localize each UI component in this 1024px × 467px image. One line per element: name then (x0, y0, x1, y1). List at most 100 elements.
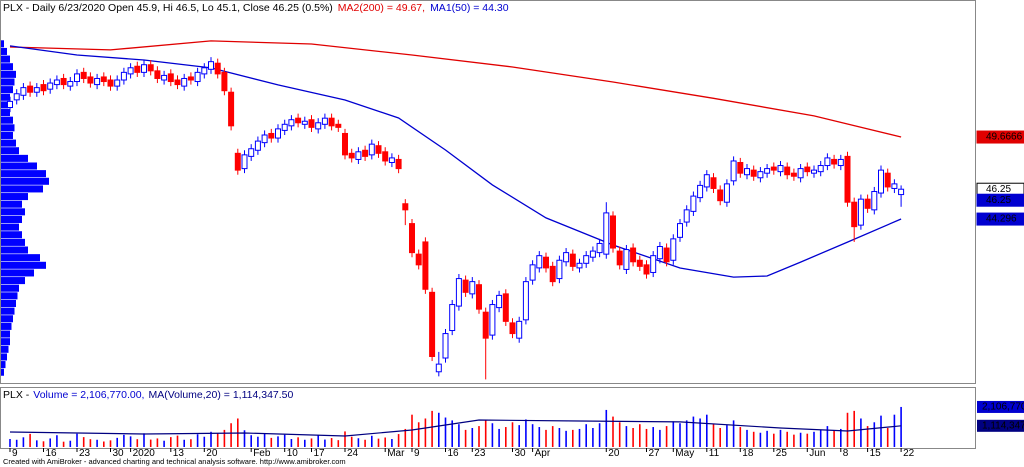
x-tick-label: 9 (414, 448, 420, 459)
candle-body (368, 143, 375, 156)
candle-body (181, 77, 188, 87)
candle-body (804, 166, 811, 173)
footer: Created with AmiBroker - advanced charti… (3, 457, 346, 466)
candle-body (268, 132, 275, 139)
volume-profile-bar (1, 231, 22, 239)
candle-body (328, 117, 335, 127)
candle-body (851, 201, 858, 228)
candle-body (47, 82, 54, 90)
candle-body (315, 122, 322, 130)
candle-body (784, 166, 791, 176)
candle-body (422, 241, 429, 290)
candle-body (857, 198, 864, 226)
candle-body (482, 311, 489, 339)
volume-profile-bar (1, 361, 6, 369)
candle-body (770, 166, 777, 171)
candle-body (596, 242, 603, 254)
volume-profile-bar (1, 299, 16, 308)
candle-body (120, 71, 127, 81)
candle-body (87, 76, 94, 84)
candle-body (20, 87, 27, 96)
candle-body (522, 281, 529, 321)
candle-body (388, 157, 395, 163)
candle-body (670, 238, 677, 261)
x-tick-label: 30 (515, 448, 527, 459)
volume-profile-bar (1, 185, 43, 193)
candle-body (549, 265, 556, 283)
candle-body (33, 87, 40, 93)
volume-profile-bar (1, 101, 9, 109)
candle-body (134, 65, 141, 73)
candle-body (583, 255, 590, 264)
volume-profile-bar (1, 208, 25, 216)
volume-profile-bar (1, 277, 25, 285)
volume-profile-bar (1, 254, 40, 262)
x-tick-label: 11 (709, 448, 720, 459)
candle-body (214, 62, 221, 75)
chart-header: PLX - Daily 6/23/2020 Open 45.9, Hi 46.5… (3, 2, 509, 14)
volume-profile-bar (1, 223, 19, 231)
candle-body (348, 152, 355, 159)
candle-body (764, 168, 771, 174)
candle-body (737, 161, 744, 174)
candle-body (355, 151, 362, 160)
volume-profile-bar (1, 322, 12, 330)
candle-body (154, 70, 161, 79)
candle-body (74, 73, 80, 83)
chart-title: PLX - Daily 6/23/2020 Open 45.9, Hi 46.5… (3, 2, 333, 14)
volume-label-box (977, 419, 1024, 432)
candle-body (744, 168, 750, 176)
candle-body (288, 119, 295, 127)
candle-body (589, 250, 596, 258)
candle-body (543, 256, 549, 269)
volume-header-part: PLX - (3, 389, 30, 401)
x-tick-label: 16 (448, 448, 460, 459)
candle-body (141, 64, 147, 73)
candle-body (234, 152, 241, 171)
volume-profile-bar (1, 78, 15, 86)
candle-body (402, 203, 409, 211)
candle-body (576, 262, 583, 269)
candle-body (663, 247, 670, 263)
candle-body (167, 73, 174, 83)
candle-body (831, 158, 838, 165)
candle-body (723, 183, 730, 203)
candle-body (241, 154, 248, 170)
volume-profile-bar (1, 238, 25, 246)
price-label: 44.296 (986, 214, 1017, 225)
x-tick-label: 17 (314, 448, 326, 459)
candle-body (636, 259, 643, 267)
volume-profile-bar (1, 109, 10, 117)
candle-body (187, 76, 194, 81)
candle-body (442, 333, 449, 359)
candle-body (248, 148, 255, 157)
volume-profile-bar (1, 177, 49, 185)
x-tick-label: 16 (46, 448, 58, 459)
candle-body (469, 281, 476, 295)
x-tick-label: 30 (113, 448, 125, 459)
x-tick-label: 18 (742, 448, 754, 459)
volume-profile-bar (1, 55, 10, 63)
volume-profile-bar (1, 315, 13, 323)
candle-body (884, 172, 891, 188)
candle-body (201, 67, 208, 75)
volume-header: PLX - Volume = 2,106,770.00, MA(Volume,20)… (3, 389, 294, 401)
candle-body (40, 84, 47, 92)
candle-body (683, 209, 690, 223)
candle-body (228, 91, 235, 127)
candle-body (362, 149, 369, 157)
candle-body (844, 155, 851, 203)
volume-profile-bar (1, 124, 15, 132)
x-tick-label: 20 (608, 448, 620, 459)
candle-body (435, 363, 442, 373)
volume-profile-bar (1, 353, 7, 361)
candle-body (529, 264, 536, 281)
candle-body (281, 123, 288, 131)
candle-body (502, 293, 509, 322)
price-label: 46.25 (986, 195, 1011, 206)
volume-profile-bar (1, 131, 13, 139)
volume-profile-bar (1, 40, 4, 48)
x-tick-label: May (675, 448, 694, 459)
candle-body (462, 279, 469, 293)
candle-body (643, 264, 650, 275)
